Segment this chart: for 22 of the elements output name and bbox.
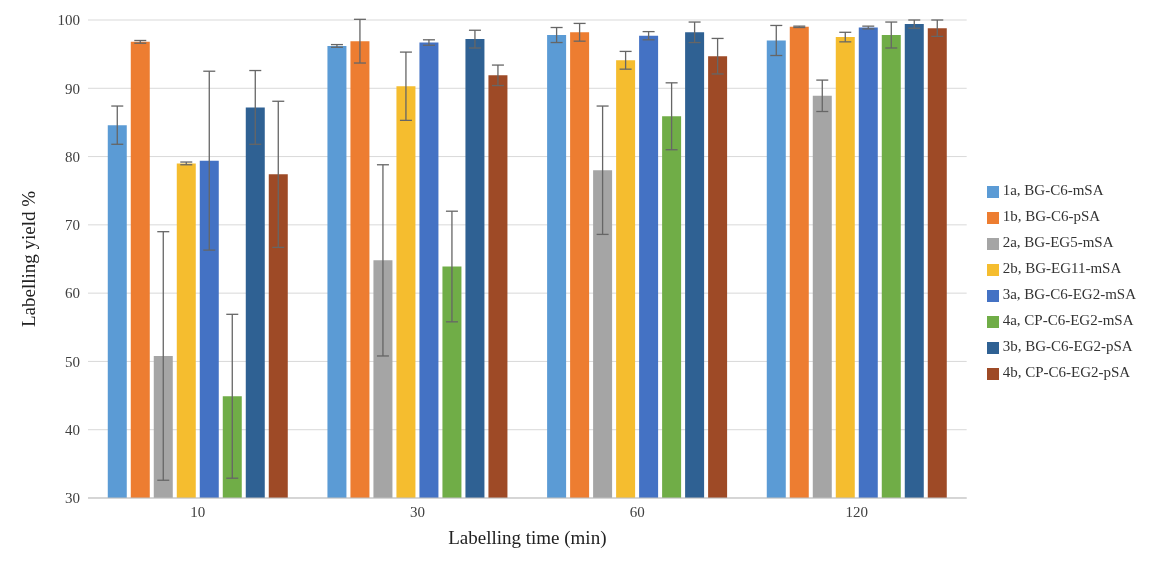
y-tick-label: 100 — [57, 12, 80, 29]
legend-label: 4b, CP-C6-EG2-pSA — [1002, 364, 1131, 380]
y-tick-label: 30 — [65, 490, 80, 507]
y-axis-title: Labelling yield % — [17, 190, 39, 328]
legend-label: 1b, BG-C6-pSA — [1002, 208, 1101, 224]
legend-label: 3b, BG-C6-EG2-pSA — [1002, 338, 1133, 354]
x-tick-label: 120 — [845, 503, 869, 520]
x-tick-label: 60 — [629, 503, 645, 520]
legend-label: 3a, BG-C6-EG2-mSA — [1002, 286, 1136, 302]
y-tick-label: 90 — [65, 80, 80, 97]
legend-label: 1a, BG-C6-mSA — [1002, 182, 1104, 198]
x-tick-label: 30 — [410, 503, 425, 520]
y-tick-label: 70 — [65, 217, 80, 234]
y-tick-label: 80 — [65, 148, 80, 165]
y-tick-label: 50 — [65, 353, 80, 370]
y-tick-label: 60 — [65, 285, 80, 302]
y-tick-label: 40 — [65, 422, 80, 439]
x-axis-title: Labelling time (min) — [448, 527, 607, 549]
legend-label: 4a, CP-C6-EG2-mSA — [1002, 312, 1134, 328]
legend-label: 2b, BG-EG11-mSA — [1002, 260, 1122, 276]
legend-label: 2a, BG-EG5-mSA — [1002, 234, 1114, 250]
x-tick-label: 10 — [190, 503, 206, 520]
